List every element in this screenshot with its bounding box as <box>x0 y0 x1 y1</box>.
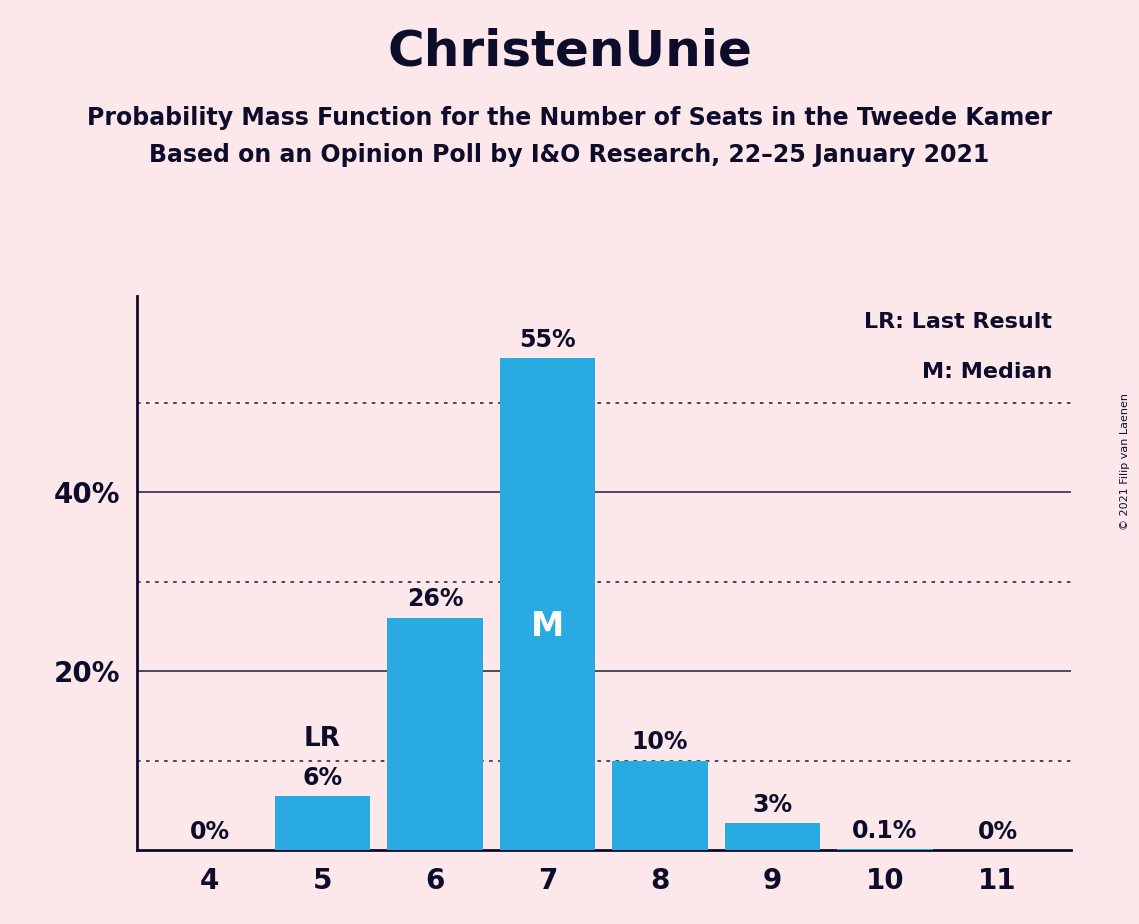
Bar <box>274 796 370 850</box>
Text: 3%: 3% <box>753 793 793 817</box>
Text: 0%: 0% <box>190 820 230 844</box>
Bar <box>500 359 596 850</box>
Bar <box>612 760 707 850</box>
Text: © 2021 Filip van Laenen: © 2021 Filip van Laenen <box>1120 394 1130 530</box>
Text: M: Median: M: Median <box>921 362 1052 383</box>
Text: 26%: 26% <box>407 588 464 612</box>
Text: Based on an Opinion Poll by I&O Research, 22–25 January 2021: Based on an Opinion Poll by I&O Research… <box>149 143 990 167</box>
Text: 6%: 6% <box>302 766 343 790</box>
Text: ChristenUnie: ChristenUnie <box>387 28 752 76</box>
Bar <box>387 617 483 850</box>
Text: 0.1%: 0.1% <box>852 819 918 843</box>
Bar <box>724 823 820 850</box>
Text: 10%: 10% <box>632 730 688 754</box>
Text: Probability Mass Function for the Number of Seats in the Tweede Kamer: Probability Mass Function for the Number… <box>87 106 1052 130</box>
Text: 55%: 55% <box>519 328 575 352</box>
Text: M: M <box>531 610 564 643</box>
Text: LR: Last Result: LR: Last Result <box>865 312 1052 333</box>
Text: LR: LR <box>304 725 341 752</box>
Text: 0%: 0% <box>977 820 1017 844</box>
